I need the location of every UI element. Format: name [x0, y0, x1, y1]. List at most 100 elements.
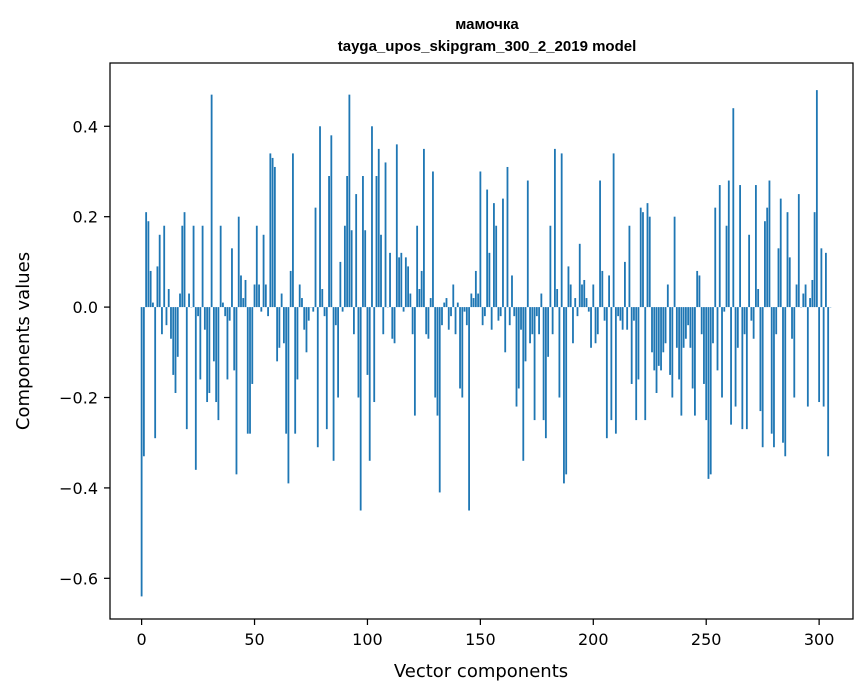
bar-206 — [605, 307, 608, 439]
bar-106 — [380, 234, 382, 308]
bar-243 — [689, 307, 692, 348]
bar-145 — [468, 307, 470, 511]
bar-20 — [185, 307, 188, 430]
bar-3 — [147, 221, 150, 308]
bar-118 — [407, 266, 410, 308]
bar-95 — [355, 194, 358, 308]
bar-76 — [312, 307, 315, 312]
bar-291 — [797, 194, 800, 308]
bar-169 — [522, 307, 525, 461]
bar-272 — [754, 185, 757, 308]
bar-276 — [764, 221, 766, 308]
bar-92 — [348, 94, 351, 308]
bar-156 — [493, 203, 495, 308]
bar-175 — [535, 307, 538, 317]
bar-8 — [158, 234, 161, 308]
x-tick-label: 300 — [804, 630, 835, 649]
bar-84 — [330, 135, 333, 308]
bar-86 — [334, 307, 337, 326]
bar-197 — [585, 298, 588, 308]
bar-138 — [452, 284, 455, 308]
bar-104 — [375, 176, 378, 308]
bar-2 — [145, 212, 148, 308]
bar-40 — [231, 248, 233, 308]
bar-64 — [285, 307, 288, 434]
bar-290 — [795, 284, 798, 308]
bar-132 — [438, 307, 441, 493]
y-axis-label: Components values — [13, 252, 34, 430]
bar-277 — [766, 207, 769, 308]
bar-304 — [827, 307, 830, 457]
bar-178 — [542, 307, 545, 421]
bar-115 — [400, 252, 403, 308]
bar-254 — [714, 207, 717, 308]
x-axis-label: Vector components — [394, 661, 568, 682]
bar-251 — [707, 307, 710, 479]
bar-180 — [547, 307, 550, 357]
bar-264 — [736, 307, 739, 348]
bar-220 — [637, 307, 640, 380]
bar-0 — [140, 307, 143, 597]
bar-50 — [253, 284, 256, 308]
bar-114 — [398, 257, 400, 308]
bar-122 — [416, 225, 419, 308]
bar-161 — [504, 307, 507, 353]
x-tick-label: 0 — [137, 630, 147, 649]
bar-79 — [319, 126, 321, 308]
bar-119 — [409, 293, 412, 308]
bar-135 — [445, 298, 448, 308]
bar-274 — [759, 307, 762, 412]
bar-53 — [260, 307, 263, 312]
bar-1 — [142, 307, 145, 457]
bar-47 — [246, 307, 249, 434]
bar-108 — [384, 162, 387, 308]
bar-17 — [179, 293, 181, 308]
bar-237 — [675, 307, 678, 348]
bar-56 — [267, 307, 269, 317]
bar-11 — [165, 307, 168, 326]
bar-52 — [258, 284, 260, 308]
y-tick-label: −0.2 — [59, 389, 98, 408]
bar-173 — [531, 307, 534, 335]
bar-296 — [809, 298, 811, 308]
bar-166 — [515, 307, 518, 407]
bar-80 — [321, 289, 324, 308]
bar-177 — [540, 293, 543, 308]
bar-278 — [768, 180, 771, 308]
bar-59 — [273, 166, 276, 308]
bar-241 — [684, 307, 687, 339]
bar-9 — [161, 307, 163, 335]
bar-41 — [233, 307, 236, 371]
bar-225 — [648, 216, 651, 308]
bar-194 — [578, 243, 581, 308]
bar-281 — [775, 307, 778, 335]
bar-170 — [524, 307, 527, 362]
bar-298 — [813, 212, 816, 308]
bar-204 — [601, 270, 604, 308]
bar-105 — [377, 148, 380, 308]
bar-48 — [249, 307, 251, 434]
x-tick-label: 100 — [352, 630, 383, 649]
bar-72 — [303, 307, 306, 330]
bar-153 — [486, 189, 489, 308]
bar-190 — [569, 284, 572, 308]
bar-123 — [418, 289, 421, 308]
bar-139 — [454, 307, 457, 335]
bar-23 — [192, 225, 195, 308]
bar-112 — [393, 307, 396, 344]
bar-182 — [551, 307, 554, 335]
x-axis-ticks: 0 50 100 150 200 250 300 — [137, 619, 835, 649]
bar-168 — [520, 307, 522, 330]
bar-202 — [596, 307, 599, 335]
bar-164 — [511, 275, 513, 308]
bar-82 — [325, 307, 328, 430]
bar-28 — [203, 307, 206, 330]
bar-62 — [280, 293, 283, 308]
bar-289 — [793, 307, 796, 398]
bar-6 — [154, 307, 157, 439]
bar-232 — [664, 307, 667, 344]
bar-195 — [581, 284, 583, 308]
bar-83 — [328, 176, 330, 308]
bar-15 — [174, 307, 177, 393]
bar-34 — [217, 307, 220, 421]
